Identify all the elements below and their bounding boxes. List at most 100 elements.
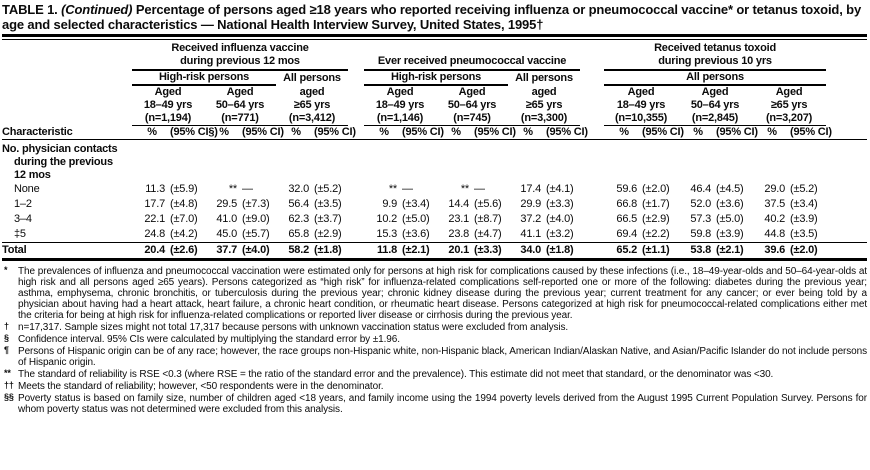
aged-label-row: Aged Aged aged Aged Aged aged Aged Aged Aged — [2, 85, 867, 99]
n-text: (n=10,355) — [614, 112, 668, 124]
column-header-range: ≥65 yrs — [752, 99, 826, 112]
table-header: Received influenza vaccine during previou… — [2, 42, 867, 140]
stub-spacer — [2, 70, 132, 85]
column-gap — [348, 197, 364, 212]
confidence-interval: (±4.8) — [170, 198, 198, 210]
thick-rule — [2, 34, 867, 37]
title-rule — [2, 34, 867, 40]
confidence-interval: (±2.9) — [642, 213, 670, 225]
confidence-interval: (±7.0) — [170, 213, 198, 225]
confidence-interval: (95% CI) — [314, 126, 356, 138]
column-gap — [580, 212, 604, 227]
percent-value: 65.8 — [288, 228, 309, 240]
value-ci-pair: % (95% CI) — [204, 126, 284, 139]
data-cell: 59.8 (±3.9) — [678, 227, 752, 243]
value-ci-pair: 34.0 (±1.8) — [508, 243, 580, 258]
value-ci-pair: 37.5 (±3.4) — [752, 197, 826, 212]
aged-text: aged — [299, 86, 325, 98]
percent-value: 23.8 — [448, 228, 470, 240]
n-text: (n=1,194) — [144, 112, 192, 124]
value-ci-pair: % (95% CI) — [678, 126, 758, 139]
confidence-interval: (±9.0) — [242, 213, 270, 225]
data-cell: 9.9 (±3.4) — [364, 197, 436, 212]
sample-size-row: (n=1,194) (n=771) (n=3,412) (n=1,146) (n=745… — [2, 112, 867, 126]
confidence-interval: (95% CI) — [402, 126, 444, 138]
value-ci-pair: 23.8 (±4.7) — [436, 227, 508, 242]
data-cell: 69.4 (±2.2) — [604, 227, 678, 243]
aged-text: Aged — [386, 86, 414, 98]
percent-value: 37.7 — [216, 244, 237, 256]
column-header-aged: aged — [508, 85, 580, 99]
data-cell: 65.8 (±2.9) — [276, 227, 348, 243]
vaccination-table: Received influenza vaccine during previou… — [2, 42, 867, 261]
footnote-text: The prevalences of influenza and pneumoc… — [18, 266, 867, 321]
value-ci-pair: 65.8 (±2.9) — [276, 227, 348, 242]
column-header-range: ≥65 yrs — [508, 99, 580, 112]
subgroup-title-row: High-risk persons All persons High-risk pe… — [2, 70, 867, 86]
value-ci-pair: 11.3 (±5.9) — [132, 182, 204, 197]
value-ci-pair: 29.9 (±3.3) — [508, 197, 580, 212]
confidence-interval: (±1.7) — [642, 198, 670, 210]
n-text: (n=1,146) — [376, 112, 424, 124]
value-ci-pair: % (95% CI§) — [132, 126, 218, 139]
confidence-interval: (±5.2) — [790, 183, 818, 195]
percent-value: % — [523, 126, 533, 138]
column-header-aged: Aged — [364, 85, 436, 99]
value-ci-pair: % (95% CI) — [604, 126, 684, 139]
value-ci-pair: 37.2 (±4.0) — [508, 212, 580, 227]
group-title-line: during previous 10 yrs — [658, 55, 772, 67]
section-label-row: No. physician contacts — [2, 140, 867, 157]
subgroup-header: All persons — [276, 70, 348, 85]
percent-value: 69.4 — [616, 228, 638, 240]
percent-ci-header: % (95% CI) — [508, 125, 588, 140]
percent-ci-header: % (95% CI) — [204, 125, 284, 140]
data-cell: 52.0 (±3.6) — [678, 197, 752, 212]
column-gap — [348, 112, 364, 126]
confidence-interval: (±3.3) — [474, 244, 502, 256]
value-ci-pair: 32.0 (±5.2) — [276, 182, 348, 197]
table-row: None 11.3 (±5.9) ** — 32.0 (±5.2) ** — ** — 17.4 (±4… — [2, 182, 867, 197]
percent-value: 59.8 — [690, 228, 712, 240]
column-group-header: Received influenza vaccine during previou… — [132, 42, 349, 71]
confidence-interval: (95% CI) — [474, 126, 516, 138]
percent-value: ** — [460, 183, 470, 195]
data-cell: 53.8 (±2.1) — [678, 242, 753, 261]
column-gap — [580, 182, 604, 197]
value-ci-pair: 59.8 (±3.9) — [678, 227, 752, 242]
group-title-line: during previous 12 mos — [180, 55, 300, 67]
column-header-aged: Aged — [436, 85, 508, 99]
aged-text: Aged — [154, 86, 182, 98]
value-ci-pair: 20.4 (±2.6) — [132, 243, 204, 258]
percent-ci-header: % (95% CI) — [604, 125, 684, 140]
value-ci-pair: 57.3 (±5.0) — [678, 212, 752, 227]
data-cell: 34.0 (±1.8) — [508, 242, 581, 261]
aged-text: Aged — [458, 86, 486, 98]
value-ci-pair: 44.8 (±3.5) — [752, 227, 826, 242]
confidence-interval: (±3.6) — [402, 228, 430, 240]
table-number-label: TABLE 1. — [2, 2, 58, 17]
percent-value: 44.8 — [764, 228, 786, 240]
column-header-n: (n=2,845) — [678, 112, 753, 126]
column-header-n: (n=10,355) — [604, 112, 679, 126]
data-cell: 45.0 (±5.7) — [204, 227, 276, 243]
confidence-interval: (±2.9) — [314, 228, 342, 240]
column-header-range: 18–49 yrs — [604, 99, 678, 112]
data-cell: 23.8 (±4.7) — [436, 227, 508, 243]
value-ci-pair: 65.2 (±1.1) — [604, 243, 678, 258]
column-header-range: 50–64 yrs — [436, 99, 508, 112]
value-ci-pair: 23.1 (±8.7) — [436, 212, 508, 227]
value-ci-pair: 15.3 (±3.6) — [364, 227, 436, 242]
value-ci-pair: % (95% CI) — [436, 126, 516, 139]
confidence-interval: (±1.8) — [546, 244, 574, 256]
percent-value: 11.3 — [145, 183, 165, 195]
confidence-interval: (±1.8) — [314, 244, 342, 256]
row-label: 3–4 — [14, 213, 32, 225]
table-title: TABLE 1. (Continued) Percentage of perso… — [2, 2, 867, 32]
percent-value: 23.1 — [448, 213, 470, 225]
right-spacer — [826, 182, 867, 197]
data-cell: ** — — [364, 182, 436, 197]
percent-value: 22.1 — [144, 213, 165, 225]
percent-value: 65.2 — [616, 244, 638, 256]
column-gap — [580, 42, 604, 70]
